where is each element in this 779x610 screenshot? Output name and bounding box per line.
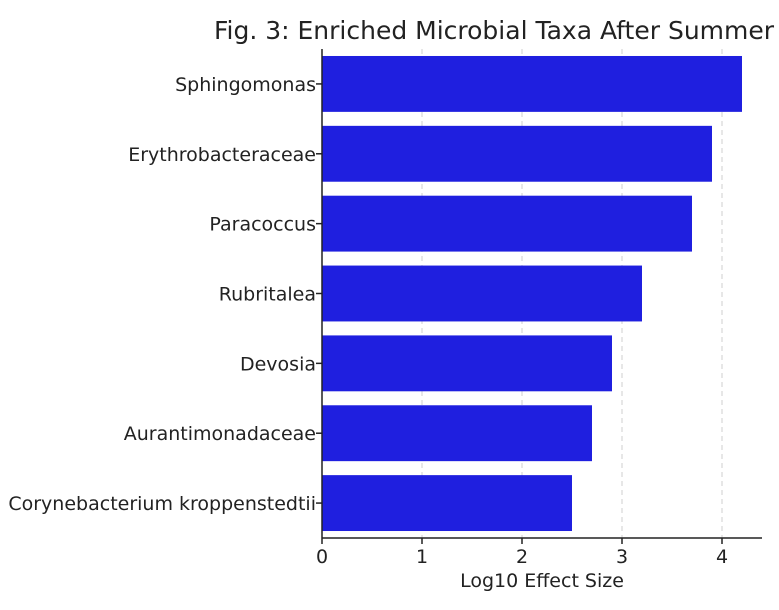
x-tick-label: 0 [316,546,328,568]
category-label: Corynebacterium kroppenstedtii [8,493,316,515]
chart-title: Fig. 3: Enriched Microbial Taxa After Su… [214,16,775,45]
category-label: Devosia [240,353,316,375]
category-label: Erythrobacteraceae [128,144,316,166]
axes [321,49,762,539]
bar [322,265,642,322]
bar [322,125,712,182]
x-axis-label: Log10 Effect Size [460,570,624,592]
category-label: Aurantimonadaceae [124,423,316,445]
x-ticks: 0 1 2 3 4 [316,538,728,568]
x-tick-label: 2 [516,546,528,568]
x-tick-label: 3 [616,546,628,568]
category-label: Sphingomonas [175,74,316,96]
bar [322,195,692,252]
bar [322,475,572,532]
bar [322,55,742,112]
category-labels: Sphingomonas Erythrobacteraceae Paracoccus… [8,74,322,515]
x-tick-label: 1 [416,546,428,568]
bars [322,55,742,532]
category-label: Rubritalea [219,284,316,306]
bar [322,335,612,392]
category-label: Paracoccus [209,214,316,236]
bar [322,405,592,462]
x-tick-label: 4 [716,546,728,568]
